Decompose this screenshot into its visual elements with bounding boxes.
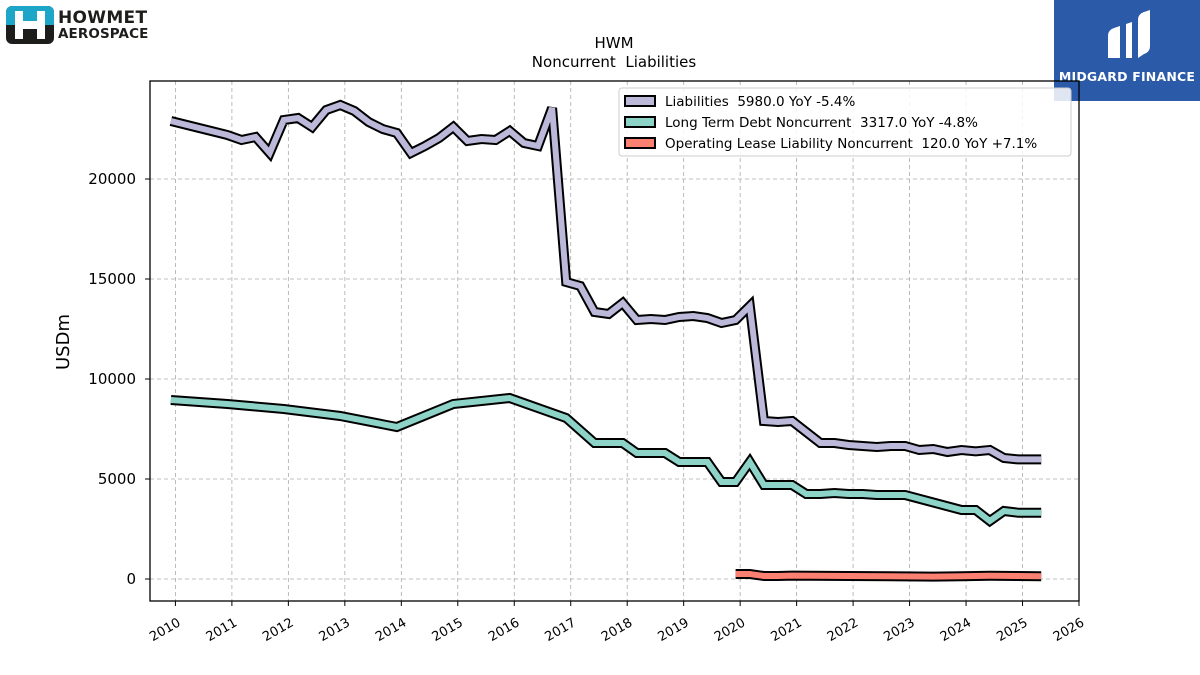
legend-swatch: [624, 137, 656, 149]
y-tick-label: 0: [126, 570, 136, 588]
x-tick-label: 2019: [656, 615, 692, 645]
y-tick-label: 15000: [88, 270, 136, 288]
y-tick-label: 5000: [98, 470, 136, 488]
series-layer: [169, 99, 1042, 582]
series-fill: [170, 394, 1042, 525]
x-tick-label: 2014: [373, 615, 409, 645]
x-tick-label: 2024: [938, 615, 974, 645]
plot-frame: [149, 80, 1080, 602]
series-line-0: [169, 99, 1042, 465]
howmet-logo: HOWMET AEROSPACE: [6, 6, 176, 46]
chart-subtitle: Noncurrent Liabilities: [532, 53, 697, 71]
x-tick-label: 2013: [317, 615, 353, 645]
x-tick-label: 2025: [994, 615, 1030, 645]
grid: [150, 81, 1080, 601]
howmet-logo-line2: AEROSPACE: [58, 26, 149, 42]
x-tick-label: 2022: [825, 615, 861, 645]
x-tick-label: 2010: [147, 615, 183, 645]
x-tick-label: 2018: [599, 615, 635, 645]
x-tick-label: 2011: [204, 615, 240, 645]
midgard-logo-text: MIDGARD FINANCE: [1058, 69, 1196, 84]
x-tick-label: 2012: [260, 615, 296, 645]
x-tick-label: 2020: [712, 615, 748, 645]
legend-label: Long Term Debt Noncurrent 3317.0 YoY -4.…: [665, 115, 978, 131]
x-tick-label: 2016: [486, 615, 522, 645]
x-tick-label: 2026: [1051, 615, 1087, 645]
legend-swatch: [624, 116, 656, 128]
series-fill: [170, 101, 1042, 463]
legend-label: Operating Lease Liability Noncurrent 120…: [665, 136, 1037, 152]
legend-box: [618, 87, 1072, 157]
chart-title: HWM: [594, 34, 633, 52]
x-tick-label: 2017: [543, 615, 579, 645]
legend: Liabilities 5980.0 YoY -5.4% Long Term De…: [618, 87, 1072, 157]
x-tick-label: 2015: [430, 615, 466, 645]
howmet-logo-icon: [6, 6, 54, 44]
legend-item-0: Liabilities 5980.0 YoY -5.4%: [624, 94, 855, 110]
y-tick-label: 20000: [88, 170, 136, 188]
y-tick-label: 10000: [88, 370, 136, 388]
howmet-logo-line1: HOWMET: [58, 8, 148, 28]
series-outline: [170, 392, 1042, 528]
legend-item-2: Operating Lease Liability Noncurrent 120…: [624, 136, 1037, 152]
midgard-finance-logo: MIDGARD FINANCE: [1054, 0, 1200, 101]
series-fill: [735, 571, 1042, 580]
x-tick-label: 2023: [881, 615, 917, 645]
legend-swatch: [624, 95, 656, 107]
series-line-1: [170, 392, 1042, 528]
legend-label: Liabilities 5980.0 YoY -5.4%: [665, 94, 855, 110]
x-tick-label: 2021: [768, 615, 804, 645]
midgard-logo-icon: [1108, 10, 1150, 58]
series-line-2: [735, 569, 1042, 582]
y-axis-label: USDm: [53, 314, 74, 370]
legend-item-1: Long Term Debt Noncurrent 3317.0 YoY -4.…: [624, 115, 978, 131]
